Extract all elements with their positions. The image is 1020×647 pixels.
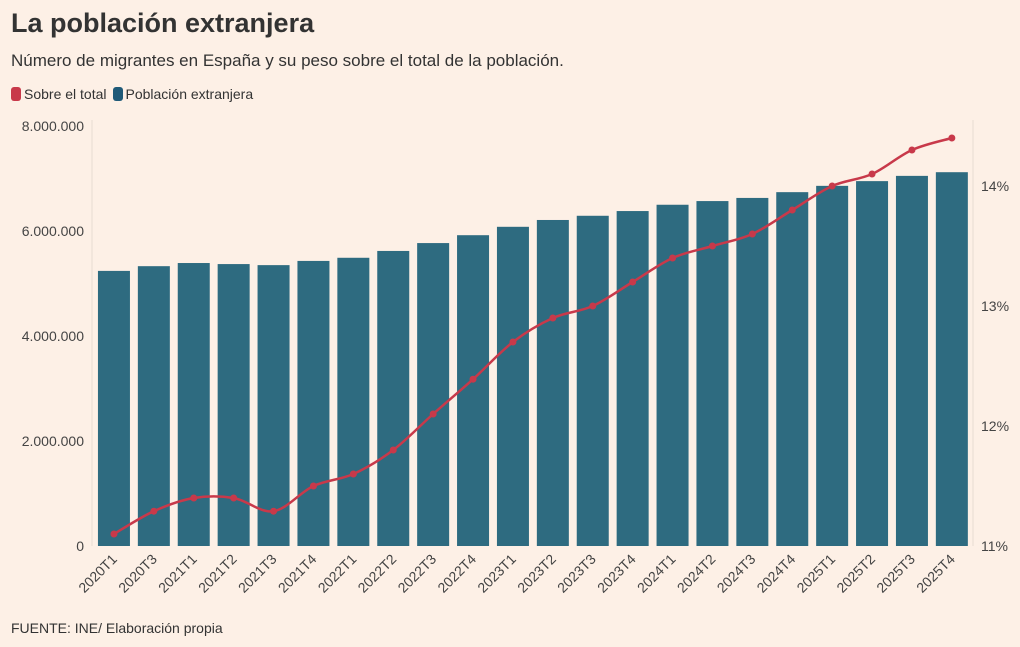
x-tick-label: 2024T1 xyxy=(634,551,679,596)
x-tick-label: 2025T1 xyxy=(793,551,838,596)
bar xyxy=(297,260,330,546)
x-tick-label: 2023T4 xyxy=(594,551,639,596)
line-point xyxy=(389,446,397,454)
left-tick-label: 8.000.000 xyxy=(22,118,84,134)
line-point xyxy=(589,302,597,310)
line-point xyxy=(708,242,716,250)
line-point xyxy=(429,410,437,418)
line-point xyxy=(150,507,158,515)
legend-item-bars: Población extranjera xyxy=(112,86,254,102)
x-tick-label: 2023T3 xyxy=(554,551,599,596)
x-tick-label: 2025T3 xyxy=(873,551,918,596)
line-point xyxy=(549,314,557,322)
line-point xyxy=(230,494,238,502)
x-tick-label: 2025T2 xyxy=(833,551,878,596)
right-tick-label: 11% xyxy=(981,538,1008,554)
bar xyxy=(856,181,889,546)
left-tick-label: 4.000.000 xyxy=(22,328,84,344)
line-point xyxy=(349,470,357,478)
legend-swatch-bars xyxy=(112,87,123,101)
bar xyxy=(97,270,130,546)
bar xyxy=(736,197,769,547)
bar xyxy=(377,250,410,546)
line-point xyxy=(948,134,956,142)
line-point xyxy=(509,338,517,346)
right-tick-label: 13% xyxy=(981,298,1009,314)
bar xyxy=(895,175,928,546)
left-tick-label: 2.000.000 xyxy=(22,433,84,449)
x-tick-label: 2025T4 xyxy=(913,551,958,596)
left-tick-label: 6.000.000 xyxy=(22,223,84,239)
x-tick-label: 2021T4 xyxy=(275,551,320,596)
x-tick-label: 2021T3 xyxy=(235,551,280,596)
bar xyxy=(217,264,250,546)
x-tick-label: 2023T2 xyxy=(514,551,559,596)
x-tick-label: 2022T2 xyxy=(354,551,399,596)
line-point xyxy=(309,482,317,490)
bar xyxy=(656,204,689,546)
left-tick-label: 0 xyxy=(76,538,84,554)
x-tick-label: 2020T1 xyxy=(75,551,120,596)
legend-item-line: Sobre el total xyxy=(11,86,107,102)
right-tick-label: 12% xyxy=(981,418,1009,434)
x-tick-label: 2024T4 xyxy=(753,551,798,596)
line-point xyxy=(469,375,477,383)
line-point xyxy=(788,206,796,214)
bar xyxy=(816,185,849,546)
bar xyxy=(536,219,569,546)
bar xyxy=(177,263,210,546)
line-point xyxy=(669,254,677,262)
legend-label: Población extranjera xyxy=(125,86,254,102)
line-point xyxy=(270,507,278,515)
right-tick-label: 14% xyxy=(981,178,1009,194)
x-tick-label: 2024T2 xyxy=(674,551,719,596)
x-tick-label: 2022T3 xyxy=(394,551,439,596)
source-note: FUENTE: INE/ Elaboración propia xyxy=(11,620,223,636)
line-point xyxy=(190,494,198,502)
line-point xyxy=(908,146,916,154)
x-tick-label: 2021T1 xyxy=(155,551,200,596)
x-tick-label: 2023T1 xyxy=(474,551,519,596)
bar xyxy=(616,211,649,547)
x-tick-label: 2022T1 xyxy=(315,551,360,596)
x-tick-label: 2024T3 xyxy=(714,551,759,596)
legend-swatch-line xyxy=(11,87,21,101)
x-tick-label: 2022T4 xyxy=(434,551,479,596)
x-tick-label: 2020T3 xyxy=(115,551,160,596)
line-point xyxy=(748,230,756,238)
bar xyxy=(137,266,170,546)
legend: Sobre el total Población extranjera xyxy=(11,86,253,102)
chart-subtitle: Número de migrantes en España y su peso … xyxy=(11,51,564,70)
bar xyxy=(417,243,450,546)
line-series xyxy=(113,136,953,536)
line-point xyxy=(828,182,836,190)
bar xyxy=(337,257,370,546)
bar xyxy=(776,192,809,546)
bar xyxy=(496,226,529,547)
bar xyxy=(935,172,968,546)
bar xyxy=(457,235,490,546)
chart-title: La población extranjera xyxy=(11,8,315,38)
bar xyxy=(696,201,729,546)
bar xyxy=(257,265,290,546)
bar xyxy=(576,215,609,546)
line-point xyxy=(629,278,637,286)
legend-label: Sobre el total xyxy=(24,86,107,102)
line-point xyxy=(110,530,118,538)
x-tick-label: 2021T2 xyxy=(195,551,240,596)
line-point xyxy=(868,170,876,178)
